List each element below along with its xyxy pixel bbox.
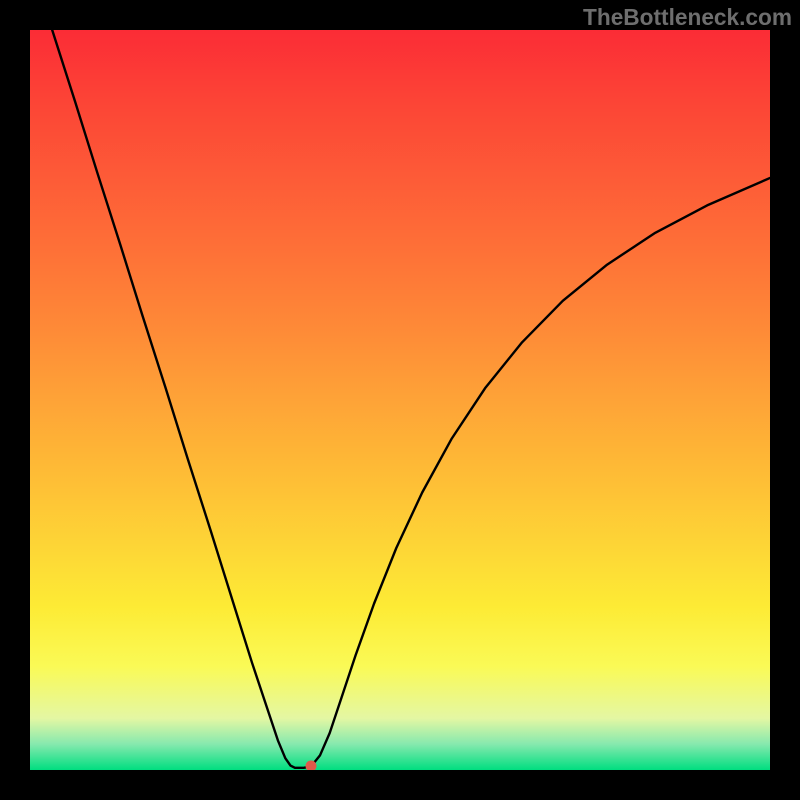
plot-area [30,30,770,770]
plot-background [30,30,770,770]
chart-container: TheBottleneck.com [0,0,800,800]
minimum-marker [306,761,317,770]
plot-svg [30,30,770,770]
watermark-text: TheBottleneck.com [583,4,792,31]
